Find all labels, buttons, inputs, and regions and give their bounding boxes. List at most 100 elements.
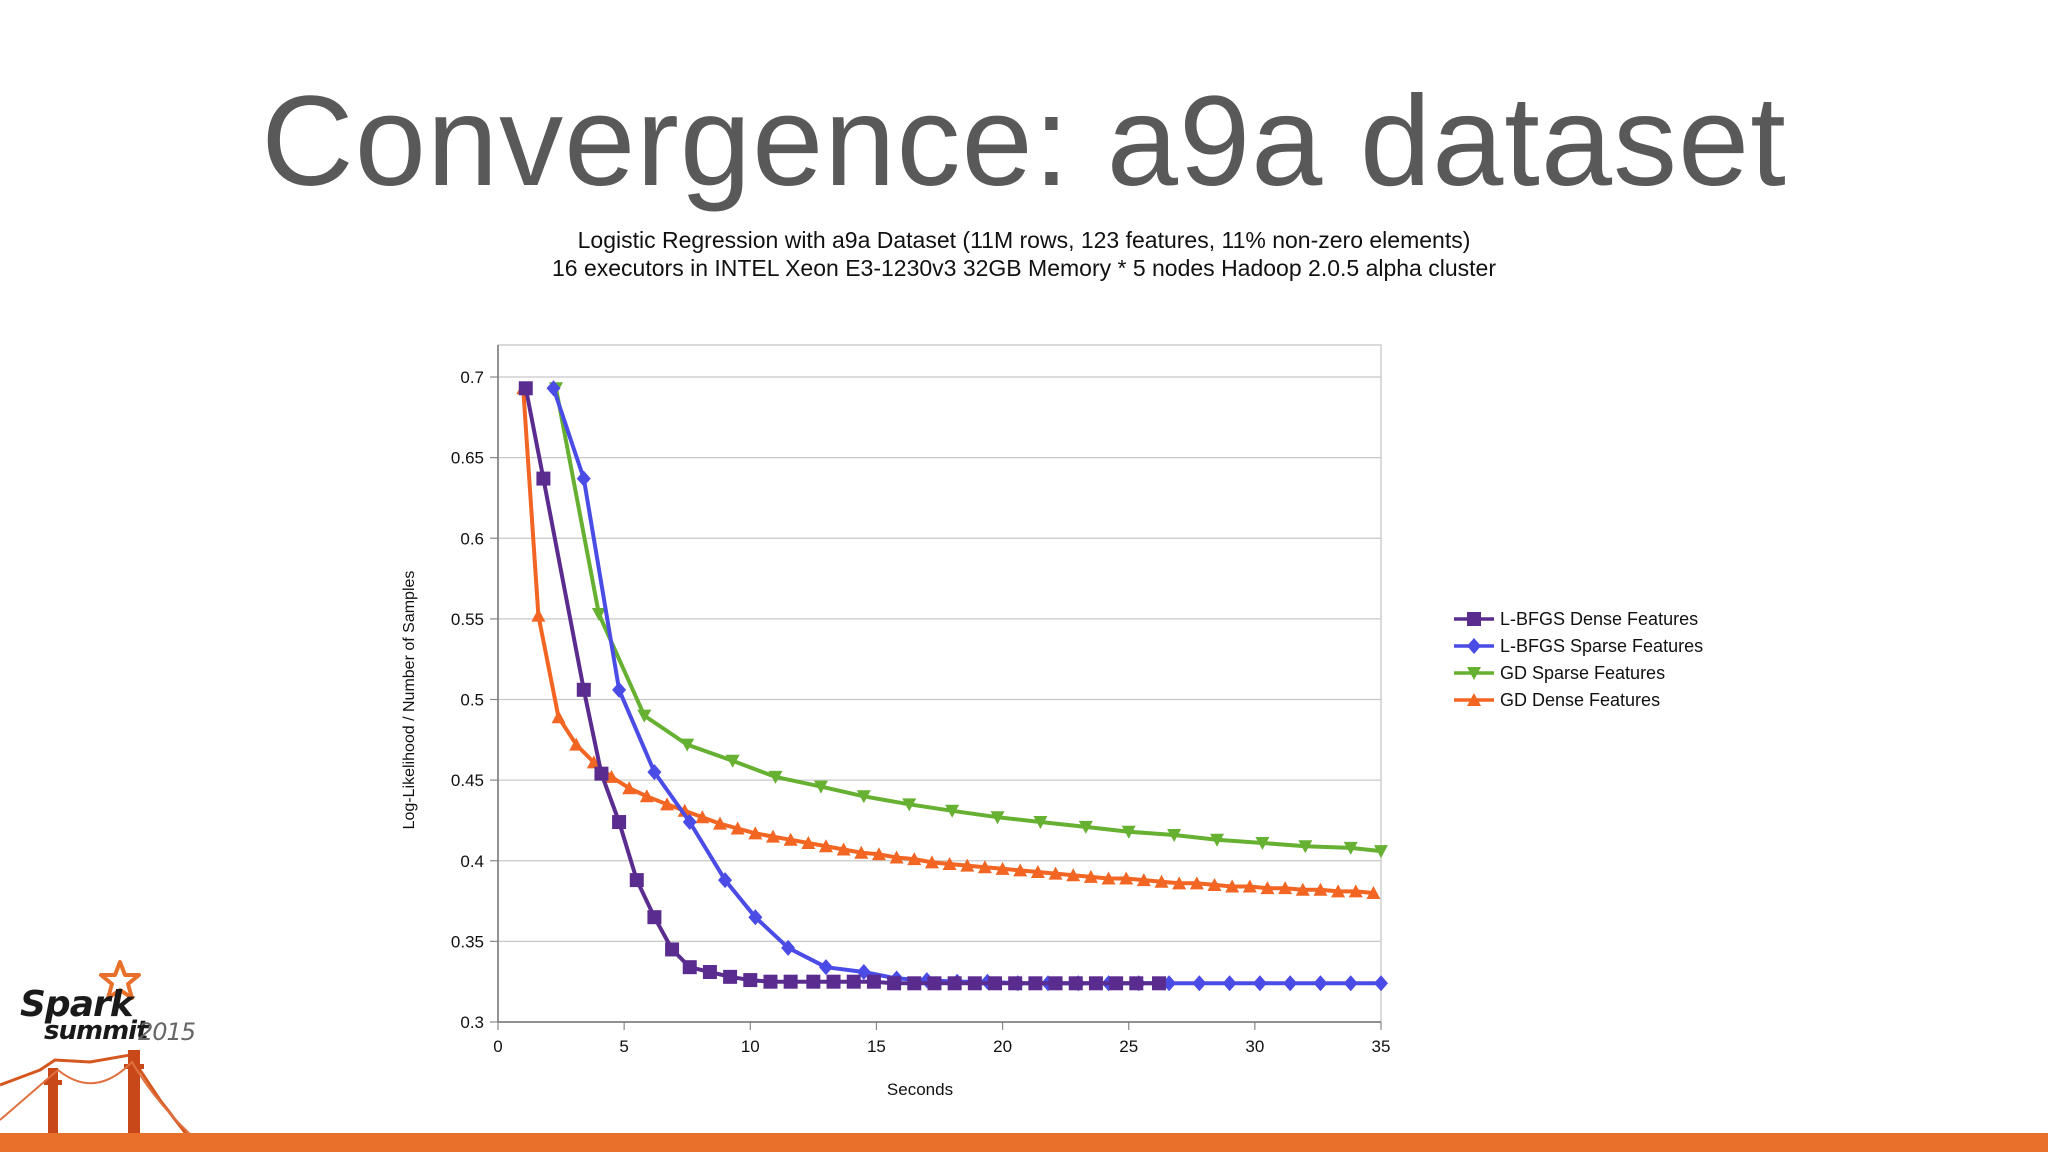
legend-item: GD Sparse Features (1454, 663, 1665, 683)
data-point (846, 974, 861, 989)
data-point (1278, 881, 1293, 895)
data-point (665, 942, 680, 957)
y-tick-label: 0.5 (460, 691, 484, 710)
data-point (569, 737, 584, 751)
data-point (1129, 976, 1144, 991)
data-point (518, 381, 533, 396)
data-point (1066, 868, 1081, 882)
data-point (647, 764, 662, 781)
data-point (1121, 825, 1136, 839)
data-point (1222, 975, 1237, 992)
data-point (1048, 866, 1063, 880)
data-point (680, 738, 695, 752)
data-point (783, 974, 798, 989)
data-point (682, 814, 697, 831)
data-point (1119, 871, 1134, 885)
data-point (748, 826, 763, 840)
data-point (1033, 816, 1048, 830)
chart-header: Logistic Regression with a9a Dataset (11… (0, 226, 2048, 282)
data-point (990, 811, 1005, 825)
data-point (1167, 828, 1182, 842)
data-point (1030, 865, 1045, 879)
legend-item: L-BFGS Dense Features (1454, 609, 1698, 629)
data-point (907, 852, 922, 866)
data-point (1008, 976, 1023, 991)
x-tick-label: 30 (1245, 1037, 1264, 1056)
data-point (1313, 975, 1328, 992)
data-point (1348, 884, 1363, 898)
data-point (977, 860, 992, 874)
legend-label: L-BFGS Dense Features (1500, 609, 1698, 629)
logo-summit-text: summit (44, 1016, 149, 1046)
x-tick-label: 20 (993, 1037, 1012, 1056)
data-point (854, 845, 869, 859)
legend-label: GD Sparse Features (1500, 663, 1665, 683)
slide-title: Convergence: a9a dataset (261, 70, 1787, 213)
data-point (536, 471, 551, 486)
y-tick-label: 0.6 (460, 529, 484, 548)
data-point (1154, 874, 1169, 888)
data-point (967, 976, 982, 991)
data-point (594, 766, 609, 781)
data-point (945, 804, 960, 818)
data-point (660, 797, 675, 811)
data-point (591, 608, 606, 622)
data-point (866, 974, 881, 989)
data-point (682, 960, 697, 975)
y-tick-label: 0.55 (451, 610, 484, 629)
tick-labels: 0.3 0.35 0.4 0.45 0.5 0.55 0.6 0.65 0.7 0 5 10 15 20 2… (451, 368, 1391, 1056)
x-tick-label: 0 (493, 1037, 502, 1056)
data-point (1078, 820, 1093, 834)
data-point (765, 829, 780, 843)
data-point (713, 816, 728, 830)
data-point (813, 780, 828, 794)
data-point (612, 681, 627, 698)
data-point (924, 855, 939, 869)
x-tick-label: 25 (1119, 1037, 1138, 1056)
series-line (554, 387, 1382, 854)
data-point (1242, 879, 1257, 893)
y-tick-label: 0.65 (451, 449, 484, 468)
data-point (1295, 882, 1310, 896)
data-point (947, 976, 962, 991)
y-tick-label: 0.3 (460, 1013, 484, 1032)
star-icon (99, 960, 141, 1000)
data-point (995, 861, 1010, 875)
data-point (743, 973, 758, 988)
data-point (1252, 975, 1267, 992)
y-tick-label: 0.45 (451, 771, 484, 790)
data-point (647, 910, 662, 925)
data-point (781, 939, 796, 956)
data-point (639, 789, 654, 803)
data-point (1083, 869, 1098, 883)
data-point (1255, 837, 1270, 851)
data-point (1109, 976, 1124, 991)
legend-item: GD Dense Features (1454, 690, 1660, 710)
data-point (677, 803, 692, 817)
data-point (1189, 876, 1204, 890)
data-point (1374, 975, 1388, 992)
y-tick-label: 0.7 (460, 368, 484, 387)
x-tick-label: 5 (619, 1037, 628, 1056)
data-point (1366, 886, 1381, 899)
data-point (871, 847, 886, 861)
data-point (1331, 884, 1346, 898)
data-point (1283, 975, 1298, 992)
data-point (1298, 840, 1313, 854)
x-axis-label: Seconds (887, 1080, 953, 1099)
chart-subtitle: 16 executors in INTEL Xeon E3-1230v3 32G… (552, 255, 1496, 281)
data-point (887, 976, 902, 991)
data-point (988, 976, 1003, 991)
series-group (516, 380, 1388, 992)
data-point (927, 976, 942, 991)
footer-accent-bar (0, 1133, 2048, 1152)
data-point (942, 856, 957, 870)
data-point (806, 974, 821, 989)
data-point (1343, 975, 1358, 992)
logo-spark-text: Spark (20, 984, 134, 1025)
data-point (826, 974, 841, 989)
data-point (1192, 975, 1207, 992)
data-point (1343, 841, 1358, 855)
data-point (1207, 877, 1222, 891)
data-point (1313, 882, 1328, 896)
